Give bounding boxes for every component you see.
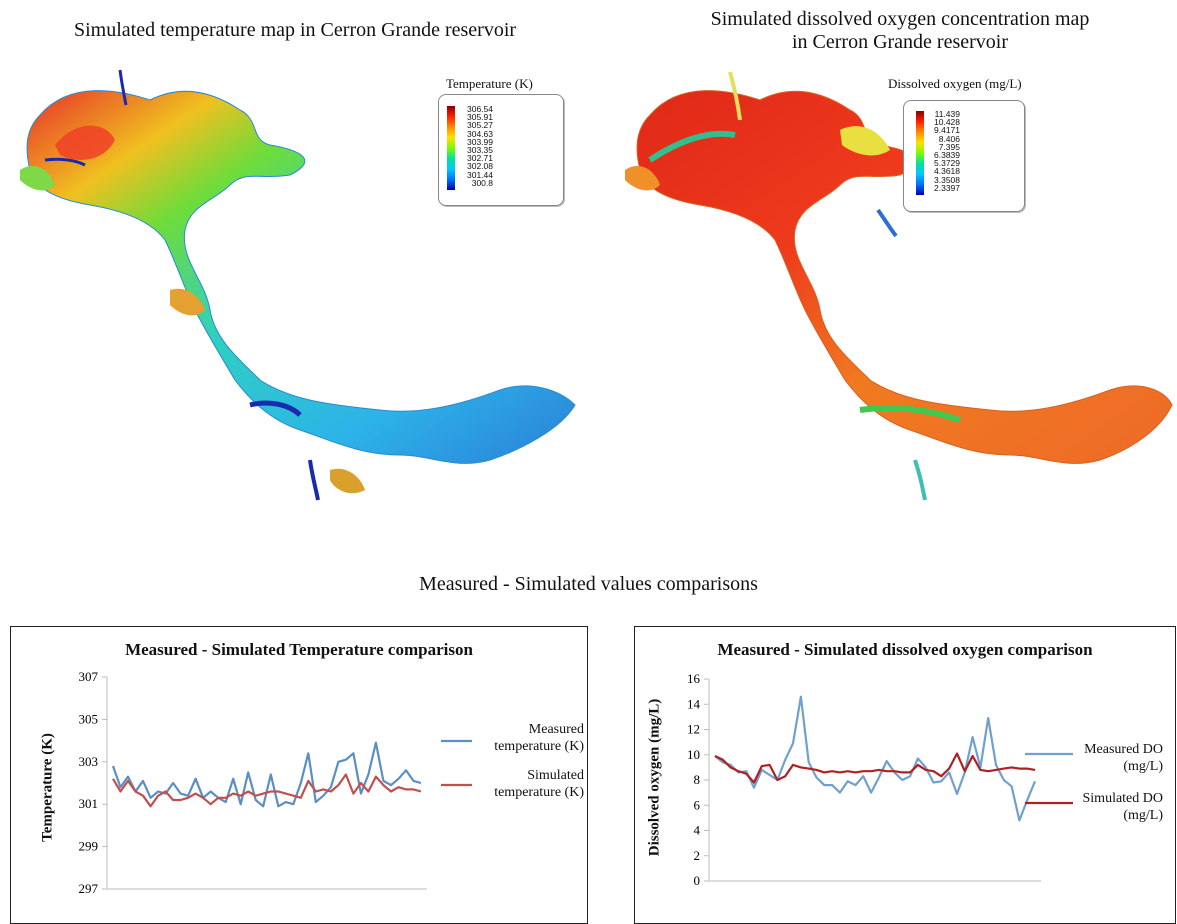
temperature-legend-label: 302.71 — [467, 153, 493, 164]
temperature-legend-measured-label: Measured temperature (K) — [494, 722, 584, 754]
oxygen-y-tick-label: 16 — [687, 671, 701, 686]
temperature-y-tick-label: 305 — [79, 711, 99, 726]
temperature-legend-label: 305.91 — [467, 112, 493, 123]
temperature-legend-label: 305.27 — [467, 120, 493, 131]
oxygen-y-tick-label: 2 — [694, 848, 701, 863]
oxygen-legend-label: 11.439 — [934, 109, 960, 119]
oxygen-legend-label: 10.428 — [934, 117, 960, 128]
oxygen-legend-title: Dissolved oxygen (mg/L) — [888, 76, 1022, 91]
oxygen-legend: 11.439 10.428 9.4171 8.406 7.395 6.3839 … — [903, 100, 1025, 212]
oxygen-reservoir-shape — [625, 71, 1173, 501]
oxygen-legend-simulated-label: Simulated DO (mg/L) — [1082, 791, 1164, 823]
temperature-legend-label: 303.35 — [467, 145, 493, 155]
temperature-legend-label: 300.8 — [471, 177, 493, 188]
temperature-series-measured-line — [111, 741, 422, 808]
oxygen-legend-label: 6.3839 — [934, 150, 960, 160]
temperature-map — [20, 69, 576, 501]
oxygen-y-tick-label: 14 — [687, 696, 701, 711]
temperature-y-tick-label: 301 — [79, 796, 99, 811]
temperature-chart-frame: Measured - Simulated Temperature compari… — [10, 626, 588, 924]
oxygen-y-tick-label: 6 — [694, 797, 701, 812]
temperature-legend-label: 304.63 — [467, 128, 493, 139]
oxygen-series-measured-line — [714, 695, 1037, 822]
temperature-y-tick-label: 307 — [79, 669, 99, 684]
oxygen-chart-frame: Measured - Simulated dissolved oxygen co… — [634, 626, 1176, 924]
temperature-chart: 297 299 301 303 305 307 — [79, 669, 472, 896]
temperature-legend-label: 302.08 — [467, 161, 493, 172]
oxygen-legend-label: 2.3397 — [934, 182, 960, 193]
oxygen-map-title-line1: Simulated dissolved oxygen concentration… — [710, 8, 1090, 30]
oxygen-map-title: Simulated dissolved oxygen concentration… — [640, 8, 1160, 54]
oxygen-chart-title: Measured - Simulated dissolved oxygen co… — [717, 640, 1093, 659]
temperature-chart-title: Measured - Simulated Temperature compari… — [125, 640, 473, 659]
temperature-legend-title: Temperature (K) — [446, 76, 533, 91]
temperature-map-title: Simulated temperature map in Cerron Gran… — [73, 19, 517, 41]
temperature-y-tick-label: 297 — [79, 881, 99, 896]
temperature-legend-label: 301.44 — [467, 169, 493, 180]
oxygen-y-tick-label: 4 — [694, 823, 701, 838]
oxygen-map — [625, 71, 1173, 501]
temperature-legend-simulated-label: Simulated temperature (K) — [494, 768, 584, 800]
oxygen-y-tick-label: 0 — [694, 873, 701, 888]
temperature-series-simulated-line — [112, 773, 422, 808]
temperature-legend: 306.54 305.91 305.27 304.63 303.99 303.3… — [438, 94, 564, 206]
temperature-colorbar — [447, 106, 455, 190]
oxygen-legend-measured-label: Measured DO (mg/L) — [1084, 742, 1163, 774]
oxygen-legend-label: 5.3729 — [934, 158, 960, 169]
oxygen-legend-label: 9.4171 — [934, 125, 960, 136]
oxygen-legend-label: 8.406 — [938, 133, 960, 144]
temperature-y-tick-label: 303 — [79, 754, 99, 769]
oxygen-y-tick-label: 10 — [687, 747, 700, 762]
oxygen-chart: 0 2 4 6 8 10 12 14 16 — [687, 671, 1073, 888]
oxygen-colorbar — [916, 111, 924, 195]
comparison-section-title: Measured - Simulated values comparisons — [419, 573, 758, 595]
oxygen-y-tick-label: 12 — [687, 722, 700, 737]
temperature-y-tick-label: 299 — [79, 839, 99, 854]
temperature-legend-label: 303.99 — [467, 136, 493, 147]
oxygen-legend-label: 4.3618 — [934, 166, 960, 177]
oxygen-legend-label: 7.395 — [938, 141, 960, 152]
oxygen-legend-label: 3.3508 — [934, 174, 960, 185]
oxygen-map-title-line2: in Cerron Grande reservoir — [791, 31, 1009, 53]
oxygen-series-simulated-line — [714, 752, 1036, 784]
temperature-legend-label: 306.54 — [467, 104, 493, 114]
oxygen-y-tick-label: 8 — [694, 772, 701, 787]
temperature-reservoir-shape — [20, 69, 576, 501]
